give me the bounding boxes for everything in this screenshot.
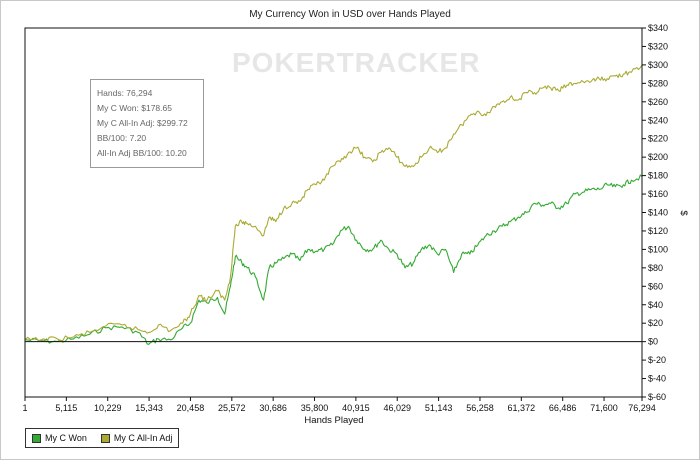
- x-tick-label: 51,143: [425, 403, 453, 413]
- x-tick-label: 40,915: [342, 403, 370, 413]
- x-tick-label: 71,600: [590, 403, 618, 413]
- legend: My C Won My C All-In Adj: [25, 428, 180, 448]
- x-tick-label: 5,115: [55, 403, 77, 413]
- legend-label-allin: My C All-In Adj: [113, 433, 173, 443]
- y-tick-label: $260: [648, 97, 668, 107]
- legend-swatch-won: [32, 433, 41, 443]
- y-tick-label: $160: [648, 189, 668, 199]
- legend-label-won: My C Won: [45, 433, 87, 443]
- watermark: POKERTRACKER: [232, 47, 480, 78]
- y-tick-label: $300: [648, 60, 668, 70]
- x-tick-label: 61,372: [508, 403, 536, 413]
- tooltip-bb100: BB/100: 7.20: [97, 133, 147, 143]
- y-tick-label: $280: [648, 78, 668, 88]
- series-line-my-c-all-in-adj[interactable]: [24, 64, 643, 343]
- x-tick-label: 15,343: [135, 403, 163, 413]
- y-tick-label: $40: [648, 300, 663, 310]
- y-tick-label: $0: [648, 337, 658, 347]
- y-tick-label: $20: [648, 318, 663, 328]
- y-tick-label: $320: [648, 41, 668, 51]
- hover-tooltip: Hands: 76,294 My C Won: $178.65 My C All…: [90, 79, 204, 168]
- y-tick-label: $-40: [648, 374, 666, 384]
- x-tick-label: 20,458: [177, 403, 205, 413]
- legend-item-won[interactable]: My C Won: [32, 433, 87, 443]
- x-tick-label: 76,294: [628, 403, 656, 413]
- x-tick-label: 10,229: [94, 403, 122, 413]
- y-tick-label: $80: [648, 263, 663, 273]
- legend-item-allin[interactable]: My C All-In Adj: [100, 433, 173, 443]
- y-tick-label: $60: [648, 281, 663, 291]
- series-lines: [24, 64, 643, 345]
- x-tick-label: 66,486: [549, 403, 577, 413]
- tooltip-won: My C Won: $178.65: [97, 103, 172, 113]
- x-tick-label: 46,029: [383, 403, 411, 413]
- tooltip-allin: My C All-In Adj: $299.72: [97, 118, 188, 128]
- y-tick-label: $100: [648, 244, 668, 254]
- tooltip-hands: Hands: 76,294: [97, 88, 153, 98]
- y-tick-label: $220: [648, 134, 668, 144]
- legend-swatch-allin: [100, 433, 110, 443]
- y-tick-label: $120: [648, 226, 668, 236]
- y-tick-label: $340: [648, 23, 668, 33]
- x-tick-label: 30,686: [259, 403, 287, 413]
- y-tick-label: $-60: [648, 392, 666, 402]
- y-axis-label: $: [678, 210, 689, 216]
- y-tick-label: $140: [648, 208, 668, 218]
- x-tick-label: 35,800: [301, 403, 329, 413]
- x-axis-label: Hands Played: [304, 415, 363, 426]
- y-tick-label: $200: [648, 152, 668, 162]
- y-tick-label: $240: [648, 115, 668, 125]
- y-axis-ticks: $-60 $-40 $-20 $0 $20 $40 $60 $80 $100 $120 $140 $1…: [642, 23, 668, 402]
- x-tick-label: 25,572: [218, 403, 246, 413]
- series-line-my-c-won[interactable]: [24, 174, 643, 345]
- tooltip-allin-bb100: All-In Adj BB/100: 10.20: [97, 148, 187, 158]
- x-tick-label: 1: [22, 403, 27, 413]
- y-tick-label: $180: [648, 171, 668, 181]
- y-tick-label: $-20: [648, 355, 666, 365]
- x-tick-label: 56,258: [466, 403, 494, 413]
- chart-title: My Currency Won in USD over Hands Played: [249, 9, 451, 20]
- x-axis-ticks: 1 5,115 10,229 15,343 20,458 25,572 30,686 35,8…: [22, 397, 656, 413]
